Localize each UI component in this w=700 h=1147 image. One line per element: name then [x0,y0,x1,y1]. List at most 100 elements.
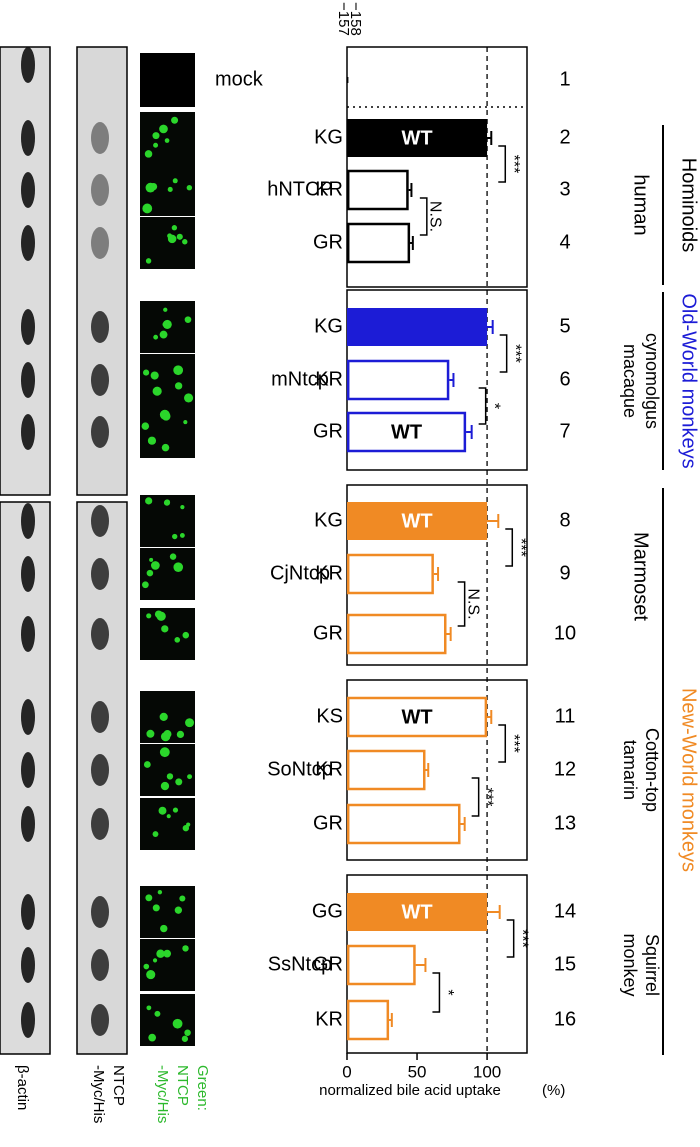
fluor-label: Green: [194,1065,211,1111]
x-tick-label: 100 [473,1062,501,1081]
fluor-cell [146,613,152,619]
bar [347,119,488,157]
row-number: 2 [559,126,570,148]
species-label: Cotton-toptamarin [620,728,662,812]
bar [346,803,461,845]
fluor-cell [181,1035,189,1042]
significance-label: *** [505,155,522,174]
gene-label: SsNtcp [268,953,332,975]
blot-band [91,754,109,786]
fluor-cell [143,963,150,970]
significance-label: *** [506,344,523,363]
bar [347,77,349,83]
fluor-cell [176,730,185,739]
fluor-cell [157,889,163,895]
fluor-cell [184,316,192,323]
fluor-cell [187,774,193,780]
blot-band [91,364,109,396]
blot-band [21,616,35,652]
blot-band [91,558,109,590]
significance-bracket [499,334,508,373]
fluor-cell [154,610,163,619]
blot-band [91,505,109,537]
fluor-cell [171,225,178,231]
row-number: 12 [554,758,576,780]
fluor-cell [154,1010,161,1017]
blot-band [91,416,109,448]
wt-label: WT [401,901,432,923]
row-number: 13 [554,812,576,834]
variant-label: KR [315,1008,343,1030]
fluor-cell [172,807,179,813]
significance-bracket [478,387,487,425]
fluor-cell [153,334,159,340]
fluor-cell [169,553,177,560]
significance-label: * [485,403,502,409]
fluor-cell [145,258,152,264]
variant-label: KG [314,315,343,337]
x-tick-label: 0 [342,1062,351,1081]
row-number: 9 [559,562,570,584]
fluor-label: NTCP [174,1065,191,1106]
fluor-label: -Myc/His [154,1065,171,1123]
row-number: 7 [559,420,570,442]
species-label: Squirrelmonkey [620,933,662,996]
fluor-cell [161,625,169,633]
fluor-cell [182,631,190,639]
significance-label: *** [478,788,495,807]
fluor-cell [159,747,170,758]
blot-band [21,225,35,261]
variant-label: KR [315,562,343,584]
fluor-cell [172,533,178,540]
fluor-cell [152,831,159,837]
variant-label: KR [315,368,343,390]
significance-bracket [505,528,514,567]
fluor-cell [142,203,153,214]
fluor-cell [179,532,185,538]
fluor-cell [141,422,150,430]
blot-band [21,172,35,208]
fluor-cell [174,906,183,914]
significance-label: *** [513,929,530,948]
bar [347,893,488,931]
fluor-cell [182,945,189,952]
bar [346,613,447,655]
fluor-cell [150,371,159,380]
bar [346,944,416,986]
fluor-cell [180,504,185,510]
bar [346,553,434,595]
row-number: 4 [559,231,570,253]
x-axis-unit: (%) [542,1082,565,1099]
fluor-cell [163,307,168,312]
fluor-cell [149,557,154,562]
group-label: Hominoids [678,158,700,252]
fluor-cell [172,1018,183,1029]
variant-label: GG [312,900,343,922]
blot-band [21,894,35,930]
fluor-cell [172,178,178,184]
fluor-cell [173,365,184,376]
variant-label: GR [313,622,343,644]
blot-band [91,311,109,343]
fluor-cell [176,233,183,240]
significance-bracket [471,777,480,817]
fluor-cell [152,132,160,140]
variant-label: GR [313,812,343,834]
row-number: 3 [559,178,570,200]
fluor-cell [179,895,186,902]
bar [346,411,467,453]
species-label: cynomolgusmacaque [620,333,662,429]
fluor-cell [164,138,170,143]
blot-band [91,1004,109,1036]
fluor-cell [160,781,170,791]
fluor-cell [150,561,160,570]
blot-band [91,896,109,928]
blot-band [91,701,109,733]
position-label: −158 [347,2,364,36]
row-number: 5 [559,315,570,337]
bar [346,749,426,791]
fluor-cell [152,904,160,912]
wt-label: WT [401,706,432,728]
blot-band [91,949,109,981]
